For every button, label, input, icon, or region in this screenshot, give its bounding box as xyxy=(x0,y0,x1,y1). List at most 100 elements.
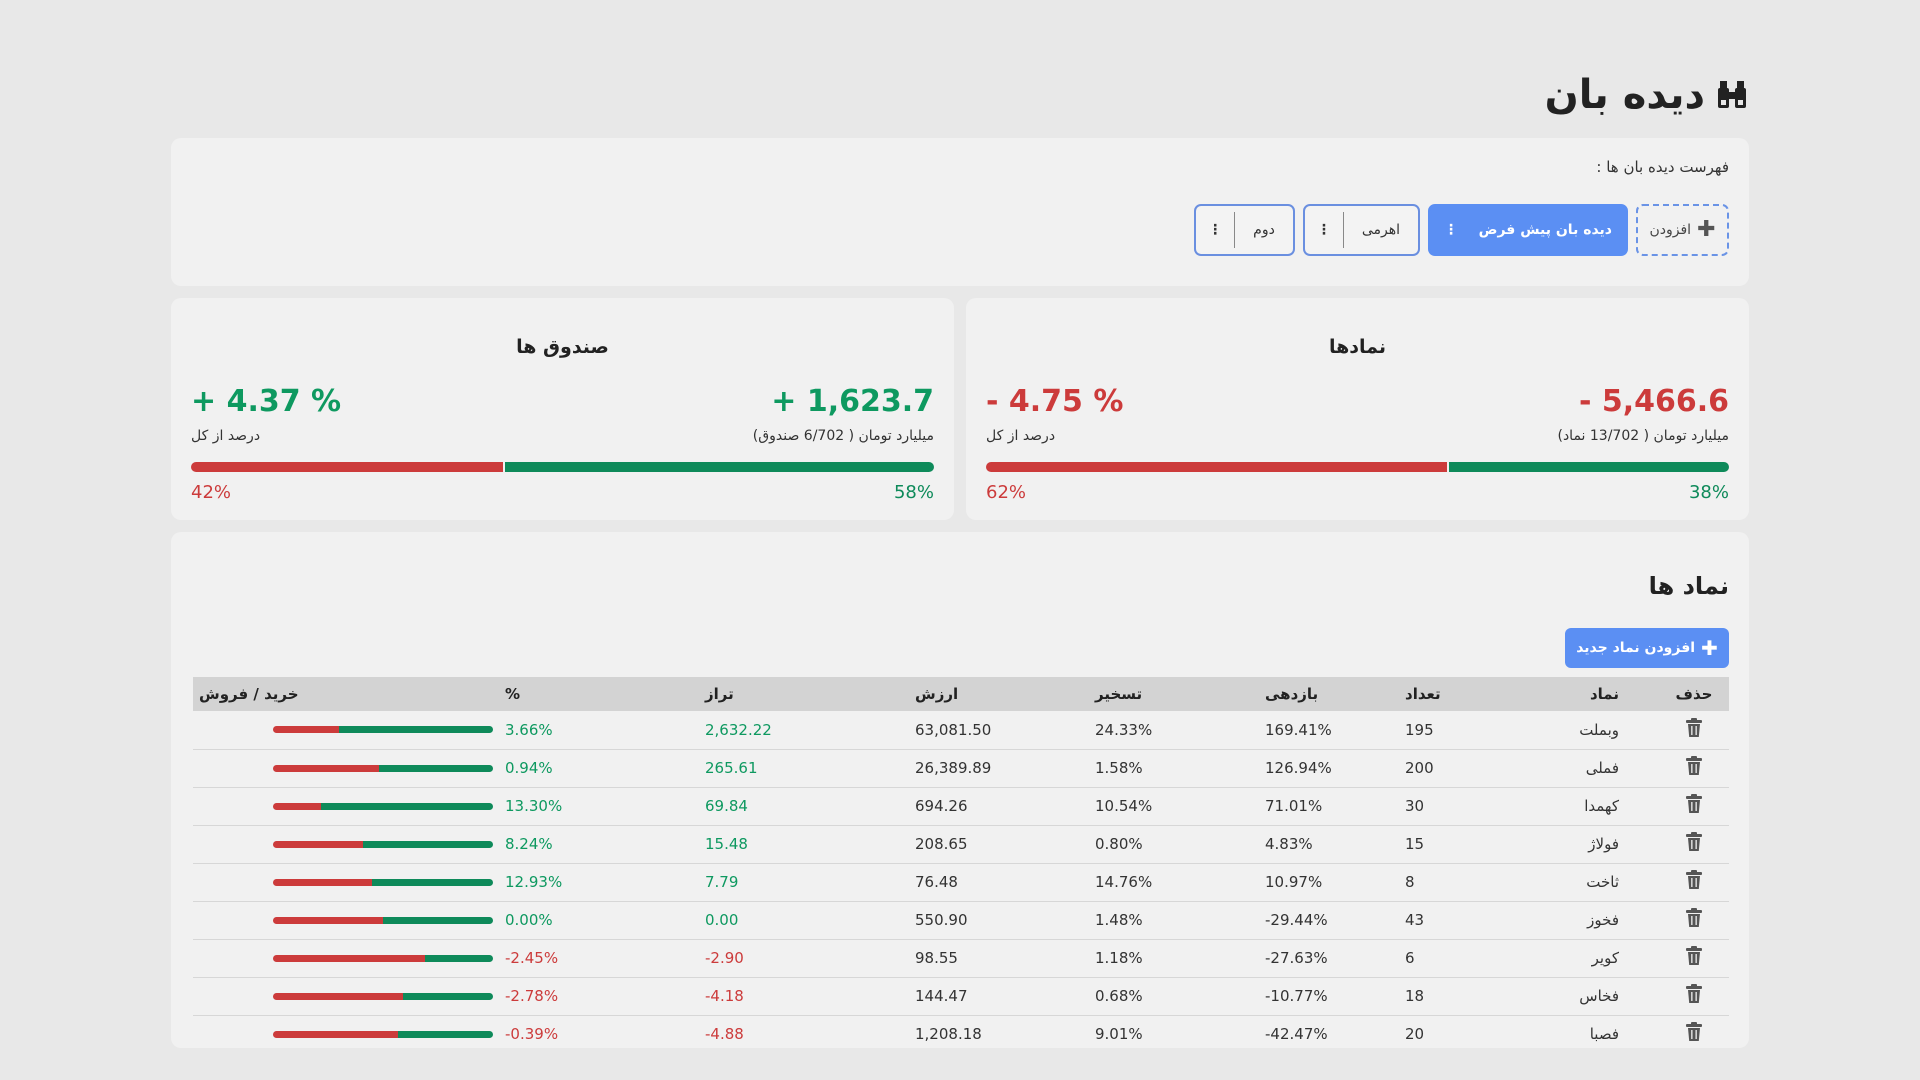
trash-icon[interactable] xyxy=(1685,717,1703,738)
summary-percent-label: درصد از کل xyxy=(986,428,1056,444)
summary-value: + 1,623.7 xyxy=(771,384,934,419)
watchlist-tab-second[interactable]: دوم ⋮ xyxy=(1194,204,1295,256)
symbol-cell[interactable]: ثاخت xyxy=(1586,873,1619,891)
binoculars-icon xyxy=(1718,81,1746,108)
kebab-menu-icon[interactable]: ⋮ xyxy=(1305,212,1344,248)
trash-icon[interactable] xyxy=(1685,794,1703,814)
sell-segment xyxy=(273,726,339,734)
col-buy-sell[interactable]: خرید / فروش xyxy=(199,685,299,703)
symbol-cell[interactable]: فصبا xyxy=(1589,1025,1619,1043)
sell-segment xyxy=(273,840,364,848)
percent-cell: 0.39%- xyxy=(505,1025,559,1043)
value-cell: 208.65 xyxy=(915,835,968,853)
col-delete: حذف xyxy=(1675,685,1713,703)
symbol-cell[interactable]: فخاس xyxy=(1579,987,1619,1005)
buy-segment xyxy=(1448,462,1729,472)
delete-cell[interactable] xyxy=(1659,749,1729,787)
table-row[interactable]: فملی 200 126.94% 1.58% 26,389.89 265.61 0.94% xyxy=(193,749,1729,787)
value-cell: 1,208.18 xyxy=(915,1025,982,1043)
delete-cell[interactable] xyxy=(1659,711,1729,749)
symbol-cell[interactable]: وبملت xyxy=(1579,720,1619,739)
buy-sell-bar xyxy=(273,764,493,772)
buy-sell-bar xyxy=(273,840,493,848)
return-cell: 169.41% xyxy=(1265,720,1332,739)
col-balance[interactable]: تراز xyxy=(705,685,734,703)
add-watchlist-button[interactable]: ✚ افزودن xyxy=(1636,204,1729,256)
table-row[interactable]: فولاژ 15 4.83% 0.80% 208.65 15.48 8.24% xyxy=(193,825,1729,863)
add-symbol-button[interactable]: ✚ افزودن نماد جدید xyxy=(1565,628,1729,668)
sell-segment xyxy=(273,992,403,1000)
buy-segment xyxy=(402,992,493,1000)
trash-icon[interactable] xyxy=(1685,756,1703,776)
plus-icon: ✚ xyxy=(1697,217,1716,242)
trash-icon[interactable] xyxy=(1685,908,1703,928)
table-row[interactable]: ثاخت 8 10.97% 14.76% 76.48 7.79 12.93% xyxy=(193,863,1729,901)
sell-percent: 62% xyxy=(986,482,1027,503)
delete-cell[interactable] xyxy=(1659,939,1729,977)
watchlist-tab-label: دیده بان پیش فرض xyxy=(1478,222,1612,238)
trash-icon[interactable] xyxy=(1685,946,1703,966)
trash-icon[interactable] xyxy=(1685,984,1703,1004)
table-row[interactable]: کویر 6 27.63%- 1.18% 98.55 2.90- 2.45%- xyxy=(193,939,1729,977)
col-value[interactable]: ارزش xyxy=(915,685,959,703)
balance-cell: 0.00 xyxy=(705,911,739,929)
percent-cell: 13.30% xyxy=(505,797,563,815)
symbol-cell[interactable]: فملی xyxy=(1585,759,1619,777)
trash-icon[interactable] xyxy=(1685,870,1703,890)
buy-sell-bar xyxy=(273,954,493,962)
count-cell: 18 xyxy=(1405,987,1425,1005)
watchlists-card: فهرست دیده بان ها : ✚ افزودن دیده بان پی… xyxy=(171,138,1749,286)
sell-segment xyxy=(273,764,379,772)
delete-cell[interactable] xyxy=(1659,977,1729,1015)
delete-cell[interactable] xyxy=(1659,825,1729,863)
return-cell: 126.94% xyxy=(1265,759,1332,777)
symbol-cell[interactable]: کویر xyxy=(1591,949,1619,967)
summary-ratio-bar xyxy=(986,462,1729,472)
delete-cell[interactable] xyxy=(1659,901,1729,939)
conquest-cell: 1.58% xyxy=(1095,759,1143,777)
summary-unit: میلیارد تومان ( 6/702 صندوق) xyxy=(752,428,934,444)
percent-cell: 8.24% xyxy=(505,835,553,853)
count-cell: 20 xyxy=(1405,1025,1425,1043)
buy-sell-cell xyxy=(193,787,499,825)
count-cell: 8 xyxy=(1405,873,1415,891)
col-symbol[interactable]: نماد xyxy=(1589,685,1619,703)
table-row[interactable]: کهمدا 30 71.01% 10.54% 694.26 69.84 13.30% xyxy=(193,787,1729,825)
kebab-menu-icon[interactable]: ⋮ xyxy=(1196,212,1236,248)
kebab-menu-icon[interactable]: ⋮ xyxy=(1444,222,1458,238)
return-cell: 10.97% xyxy=(1265,873,1323,891)
watchlist-tab-default[interactable]: دیده بان پیش فرض ⋮ xyxy=(1428,204,1628,256)
symbol-cell[interactable]: کهمدا xyxy=(1584,797,1619,815)
return-cell: 27.63%- xyxy=(1265,949,1328,967)
table-row[interactable]: وبملت 195 169.41% 24.33% 63,081.50 2,632.22 3.… xyxy=(193,711,1729,749)
value-cell: 550.90 xyxy=(915,911,968,929)
balance-cell: 69.84 xyxy=(705,797,748,815)
summary-ratio-bar xyxy=(191,462,934,472)
balance-cell: 15.48 xyxy=(705,835,748,853)
buy-segment xyxy=(339,726,493,734)
table-row[interactable]: فخاس 18 10.77%- 0.68% 144.47 4.18- 2.78%- xyxy=(193,977,1729,1015)
table-header-row: حذف نماد تعداد بازدهی تسخیر ارزش تراز % … xyxy=(193,677,1729,711)
col-count[interactable]: تعداد xyxy=(1405,685,1441,703)
col-return[interactable]: بازدهی xyxy=(1265,685,1319,703)
delete-cell[interactable] xyxy=(1659,787,1729,825)
delete-cell[interactable] xyxy=(1659,1015,1729,1048)
watchlist-tab-label: اهرمی xyxy=(1361,222,1400,238)
sell-segment xyxy=(273,802,322,810)
trash-icon[interactable] xyxy=(1685,832,1703,852)
conquest-cell: 1.18% xyxy=(1095,949,1143,967)
buy-sell-bar xyxy=(273,916,493,924)
col-percent[interactable]: % xyxy=(505,685,521,703)
table-row[interactable]: فصبا 20 42.47%- 9.01% 1,208.18 4.88- 0.39%- xyxy=(193,1015,1729,1048)
table-row[interactable]: فخوز 43 29.44%- 1.48% 550.90 0.00 0.00% xyxy=(193,901,1729,939)
page-title: دیده بان xyxy=(1544,72,1705,118)
col-conquest[interactable]: تسخیر xyxy=(1095,685,1143,703)
page-header: دیده بان xyxy=(171,70,1749,120)
trash-icon[interactable] xyxy=(1685,1022,1703,1042)
symbol-cell[interactable]: فولاژ xyxy=(1588,835,1619,853)
symbol-cell[interactable]: فخوز xyxy=(1587,911,1619,929)
count-cell: 15 xyxy=(1405,835,1425,853)
delete-cell[interactable] xyxy=(1659,863,1729,901)
watchlist-tab-leveraged[interactable]: اهرمی ⋮ xyxy=(1302,204,1420,256)
value-cell: 694.26 xyxy=(915,797,968,815)
